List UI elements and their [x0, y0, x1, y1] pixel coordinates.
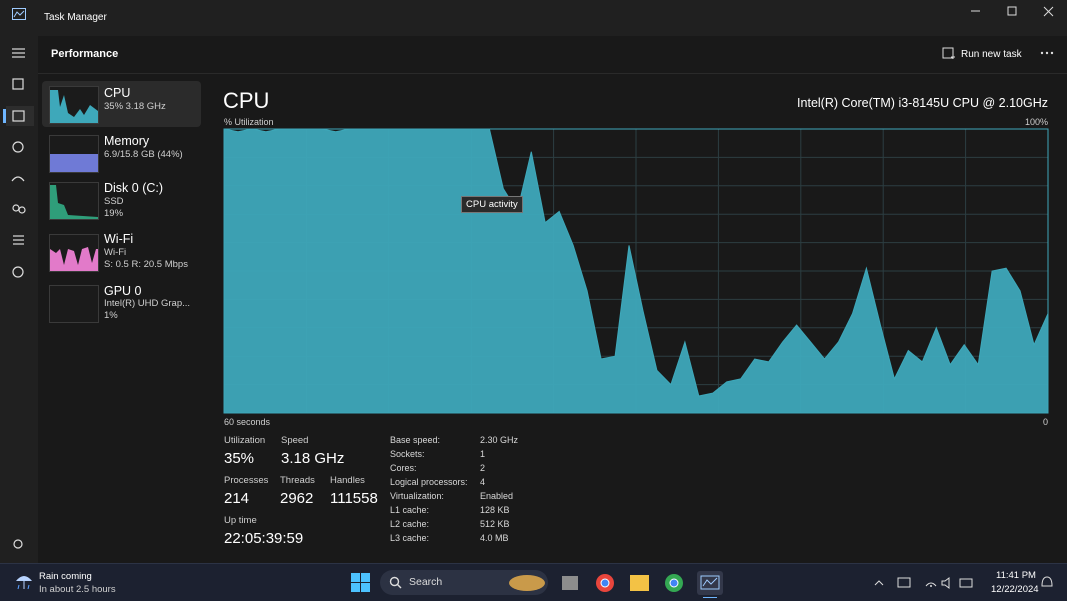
app-icon [12, 8, 26, 20]
weather-icon[interactable] [14, 571, 34, 593]
run-new-task-button[interactable]: Run new task [961, 49, 1022, 60]
nav-icons[interactable] [0, 36, 38, 563]
more-button[interactable] [1040, 50, 1056, 56]
stat-value: 214 [224, 490, 250, 507]
device-detail: SSD [104, 196, 124, 207]
graph-border [223, 128, 1049, 414]
weather-title[interactable]: Rain coming [39, 571, 92, 582]
x-end-label: 0 [1042, 417, 1048, 427]
disk-thumbnail [49, 182, 99, 220]
device-detail: S: 0.5 R: 20.5 Mbps [104, 259, 188, 270]
spec-label: Logical processors: [390, 477, 468, 487]
taskbar: Rain coming In about 2.5 hours Search 11… [0, 563, 1067, 601]
spec-label: Cores: [390, 463, 417, 473]
tooltip: CPU activity [461, 196, 523, 213]
search-placeholder[interactable]: Search [409, 576, 443, 588]
memory-thumbnail [49, 135, 99, 173]
cpu-thumbnail [49, 86, 99, 124]
panel-title: CPU [223, 88, 270, 113]
stat-value: 3.18 GHz [281, 450, 345, 467]
clock-date[interactable]: 12/22/2024 [991, 584, 1039, 595]
spec-value: Enabled [480, 491, 514, 501]
stat-label: Up time [224, 515, 257, 526]
spec-label: L3 cache: [390, 533, 430, 543]
device-detail: 35% 3.18 GHz [104, 101, 166, 112]
area-fill [224, 129, 1048, 413]
search-highlight [509, 575, 545, 591]
device-name[interactable]: CPU [104, 86, 131, 100]
spec-value: 512 KB [480, 519, 510, 529]
device-name[interactable]: Memory [104, 134, 150, 148]
stat-label: Handles [330, 475, 365, 486]
stat-value: 2962 [280, 490, 314, 507]
spec-label: Base speed: [390, 435, 441, 445]
run-task-icon [942, 47, 955, 59]
stat-value: 22:05:39:59 [224, 530, 304, 547]
nav-rail [0, 36, 38, 563]
window-title: Task Manager [44, 12, 107, 23]
cpu-graph [223, 128, 1049, 414]
device-detail: Wi-Fi [104, 247, 127, 258]
spec-value: 1 [480, 449, 486, 459]
y-axis-label: % Utilization [224, 117, 274, 127]
device-detail: Intel(R) UHD Grap... [104, 298, 191, 309]
search-icon [389, 576, 402, 589]
spec-label: Sockets: [390, 449, 425, 459]
stat-value: 111558 [330, 490, 378, 507]
spec-value: 2.30 GHz [480, 435, 519, 445]
window-controls[interactable] [960, 0, 1067, 36]
spec-label: L2 cache: [390, 519, 430, 529]
y-tick-label: 100% [1024, 117, 1048, 127]
stat-label: Utilization [224, 435, 266, 446]
system-tray[interactable] [870, 573, 975, 593]
stat-value: 35% [224, 450, 255, 467]
spec-value: 128 KB [480, 505, 510, 515]
stat-label: Processes [224, 475, 269, 486]
page-title: Performance [51, 48, 119, 60]
processor-name: Intel(R) Core(TM) i3-8145U CPU @ 2.10GHz [797, 96, 1048, 110]
device-detail: 1% [104, 310, 118, 321]
x-start-label: 60 seconds [224, 417, 271, 427]
weather-detail[interactable]: In about 2.5 hours [39, 584, 116, 595]
spec-value: 4 [480, 477, 486, 487]
pinned-apps[interactable] [560, 570, 730, 598]
spec-label: Virtualization: [390, 491, 444, 501]
device-name[interactable]: Wi-Fi [104, 232, 134, 246]
stat-label: Speed [281, 435, 309, 446]
stat-label: Threads [280, 475, 315, 486]
gpu-thumbnail [49, 285, 99, 323]
spec-value: 2 [480, 463, 486, 473]
title-bar: Task Manager [0, 0, 1067, 36]
device-detail: 6.9/15.8 GB (44%) [104, 149, 183, 160]
start-button[interactable] [351, 573, 371, 593]
wifi-thumbnail [49, 234, 99, 272]
spec-value: 4.0 MB [480, 533, 509, 543]
device-name[interactable]: GPU 0 [104, 284, 142, 298]
notification-bell[interactable] [1040, 574, 1054, 590]
device-name[interactable]: Disk 0 (C:) [104, 181, 164, 195]
header-divider [38, 73, 1067, 74]
clock-time[interactable]: 11:41 PM [996, 570, 1036, 581]
device-detail: 19% [104, 208, 124, 219]
spec-label: L1 cache: [390, 505, 430, 515]
